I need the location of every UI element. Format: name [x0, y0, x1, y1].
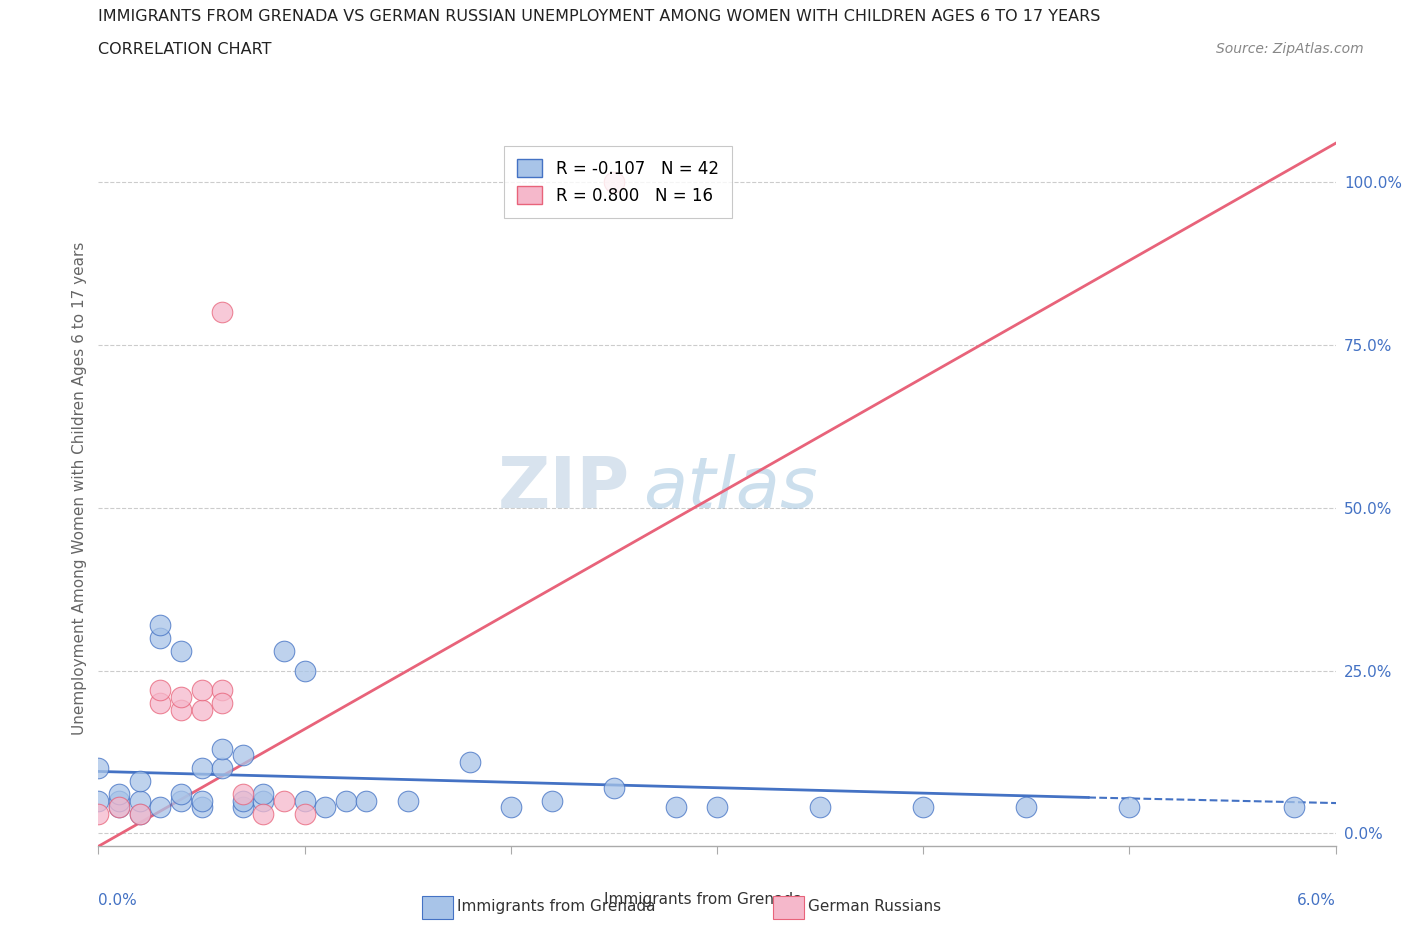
Text: 6.0%: 6.0% [1296, 893, 1336, 908]
Point [252, 787, 274, 802]
Y-axis label: Unemployment Among Women with Children Ages 6 to 17 years: Unemployment Among Women with Children A… [72, 242, 87, 735]
Text: 0.0%: 0.0% [98, 893, 138, 908]
Text: Immigrants from Grenada: Immigrants from Grenada [603, 892, 803, 907]
Point [149, 800, 172, 815]
Point [273, 793, 295, 808]
Point [108, 793, 131, 808]
Point [128, 806, 150, 821]
Point [108, 800, 131, 815]
Point [128, 793, 150, 808]
Point [603, 175, 626, 190]
Point [356, 793, 378, 808]
Point [87, 761, 110, 776]
Point [232, 787, 254, 802]
Point [190, 793, 212, 808]
Point [211, 741, 233, 756]
Point [396, 793, 419, 808]
Point [87, 793, 110, 808]
Text: Immigrants from Grenada: Immigrants from Grenada [457, 899, 655, 914]
Point [190, 761, 212, 776]
Point [128, 806, 150, 821]
Point [170, 787, 193, 802]
Text: Source: ZipAtlas.com: Source: ZipAtlas.com [1216, 42, 1364, 56]
Text: CORRELATION CHART: CORRELATION CHART [98, 42, 271, 57]
Point [499, 800, 522, 815]
Point [211, 683, 233, 698]
Point [211, 305, 233, 320]
Text: German Russians: German Russians [808, 899, 942, 914]
Point [211, 761, 233, 776]
Point [603, 780, 626, 795]
Text: ZIP: ZIP [498, 454, 630, 523]
Point [1284, 800, 1306, 815]
Point [232, 793, 254, 808]
Point [87, 806, 110, 821]
Text: atlas: atlas [643, 454, 817, 523]
Point [170, 793, 193, 808]
Text: IMMIGRANTS FROM GRENADA VS GERMAN RUSSIAN UNEMPLOYMENT AMONG WOMEN WITH CHILDREN: IMMIGRANTS FROM GRENADA VS GERMAN RUSSIA… [98, 9, 1101, 24]
Point [294, 806, 316, 821]
Point [149, 618, 172, 632]
Point [458, 754, 481, 769]
Point [170, 689, 193, 704]
Point [170, 644, 193, 658]
Point [190, 702, 212, 717]
Point [149, 631, 172, 645]
Point [273, 644, 295, 658]
Point [108, 800, 131, 815]
Point [1118, 800, 1140, 815]
Point [108, 787, 131, 802]
Point [252, 806, 274, 821]
Point [232, 800, 254, 815]
Point [294, 793, 316, 808]
Point [314, 800, 336, 815]
Point [190, 800, 212, 815]
Legend: R = -0.107   N = 42, R = 0.800   N = 16: R = -0.107 N = 42, R = 0.800 N = 16 [505, 146, 733, 218]
Point [170, 702, 193, 717]
Point [232, 748, 254, 763]
Point [190, 683, 212, 698]
Point [541, 793, 564, 808]
Point [149, 683, 172, 698]
Point [706, 800, 728, 815]
Point [294, 663, 316, 678]
Point [1015, 800, 1038, 815]
Point [335, 793, 357, 808]
Point [128, 774, 150, 789]
Point [211, 696, 233, 711]
Point [149, 696, 172, 711]
Point [808, 800, 831, 815]
Point [665, 800, 688, 815]
Point [912, 800, 935, 815]
Point [252, 793, 274, 808]
